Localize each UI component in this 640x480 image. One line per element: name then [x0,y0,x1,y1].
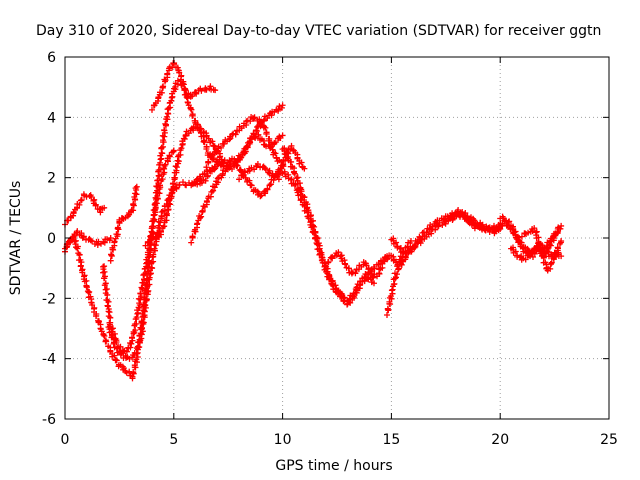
data-point-markers [149,60,221,166]
axis-ticks [64,56,610,420]
y-tick-label: -6 [42,412,56,428]
x-tick-label: 20 [491,432,509,448]
y-axis-label: SDTVAR / TECUs [8,181,24,296]
series-track-14 [214,102,286,173]
series-track-9 [105,164,216,362]
data-point-markers [188,158,284,246]
x-tick-label: 5 [169,432,178,448]
series-track-17 [279,168,377,308]
data-points [62,60,565,382]
y-tick-label: -4 [42,352,56,368]
x-axis-label: GPS time / hours [275,458,392,474]
x-tick-label: 25 [600,432,618,448]
y-tick-label: 4 [47,110,56,126]
data-point-markers [62,191,108,228]
y-tick-label: -2 [42,291,56,307]
series-track-4 [116,183,140,225]
chart-title: Day 310 of 2020, Sidereal Day-to-day VTE… [36,23,601,39]
data-point-markers [214,102,286,173]
data-point-markers [105,164,216,362]
series-track-8 [149,60,221,166]
x-tick-label: 0 [61,432,70,448]
y-tick-label: 6 [47,50,56,66]
series-track-24 [508,222,565,263]
series-track-18 [323,238,414,281]
data-point-markers [116,183,140,225]
series-track-1 [62,191,108,228]
data-point-markers [142,121,225,249]
x-axis-tick-labels: 0 5 10 15 20 25 [61,432,618,448]
series-track-10 [142,121,225,249]
data-point-markers [323,238,414,281]
x-tick-label: 15 [382,432,400,448]
y-axis-tick-labels: -6 -4 -2 0 2 4 6 [42,50,56,428]
x-tick-label: 10 [274,432,292,448]
grid [65,57,609,419]
data-point-markers [100,147,177,355]
series-track-5 [100,147,177,355]
data-point-markers [508,222,565,263]
y-tick-label: 0 [47,231,56,247]
series-track-12 [188,158,284,246]
data-point-markers [279,168,377,308]
y-tick-label: 2 [47,171,56,187]
series-track-13 [203,114,286,171]
data-point-markers [203,114,286,171]
